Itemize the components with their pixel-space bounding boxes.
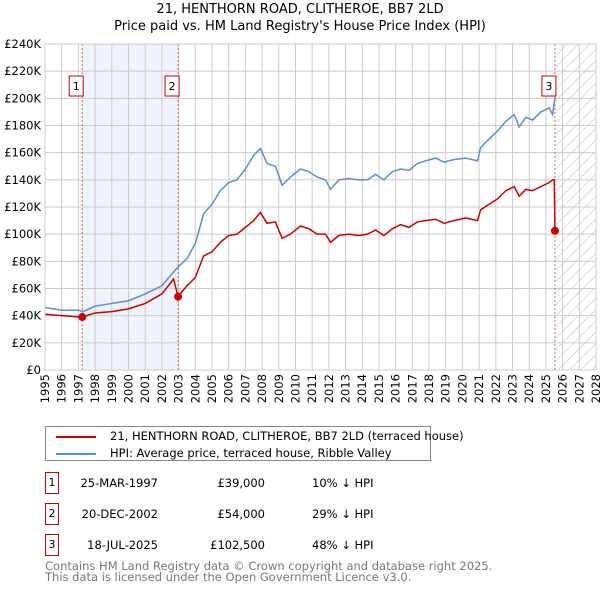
legend-item-hpi: HPI: Average price, terraced house, Ribb… [56,446,392,460]
y-tick-label: £140K [4,173,41,187]
x-tick-label: 2002 [155,374,169,403]
x-tick-label: 2018 [422,374,436,403]
y-tick-label: £180K [4,119,41,133]
legend-swatch [56,452,96,455]
x-tick-label: 2005 [205,374,219,403]
sale-badge-label: 1 [73,80,80,93]
y-tick-label: £220K [4,64,41,78]
x-tick-label: 2023 [506,374,520,403]
sale-hpi-diff: 48% ↓ HPI [312,538,374,552]
chart-title: 21, HENTHORN ROAD, CLITHEROE, BB7 2LD [156,2,444,17]
x-tick-label: 2014 [355,374,369,403]
x-tick-label: 2020 [455,374,469,403]
sale-point [550,226,559,235]
sale-badge [68,75,84,97]
x-tick-label: 2012 [322,374,336,403]
property-price-line [44,179,556,318]
x-tick-label: 1996 [55,374,69,403]
sale-date: 25-MAR-1997 [80,476,158,490]
x-tick-label: 2003 [172,374,186,403]
legend: 21, HENTHORN ROAD, CLITHEROE, BB7 2LD (t… [45,426,464,461]
sale-point [78,313,87,322]
x-tick-label: 2027 [572,374,586,403]
sale-date: 18-JUL-2025 [87,538,158,552]
x-tick-label: 2017 [405,374,419,403]
x-tick-label: 2011 [305,374,319,403]
x-tick-label: 1997 [71,374,85,403]
y-tick-label: £80K [12,254,42,268]
x-tick-label: 2015 [372,374,386,403]
sale-point [174,292,183,301]
legend-label: HPI: Average price, terraced house, Ribb… [110,446,392,460]
x-tick-label: 2024 [522,374,536,403]
x-tick-label: 2025 [539,374,553,403]
y-tick-label: £0 [26,363,41,377]
legend-swatch [56,435,96,438]
x-tick-label: 2006 [222,374,236,403]
x-tick-label: 1999 [105,374,119,403]
sale-price: £54,000 [217,507,265,521]
chart-subtitle: Price paid vs. HM Land Registry's House … [114,19,486,34]
hpi-line [44,96,556,313]
sale-row-badge: 2 [45,503,59,525]
x-tick-label: 2026 [556,374,570,403]
x-tick-label: 2028 [589,374,600,403]
y-tick-label: £240K [4,37,41,51]
sale-hpi-diff: 10% ↓ HPI [312,476,374,490]
x-tick-label: 2022 [489,374,503,403]
sale-date: 20-DEC-2002 [81,507,158,521]
legend-label: 21, HENTHORN ROAD, CLITHEROE, BB7 2LD (t… [110,429,464,443]
x-tick-label: 2021 [472,374,486,403]
legend-item-property: 21, HENTHORN ROAD, CLITHEROE, BB7 2LD (t… [56,429,464,443]
sale-price: £102,500 [210,538,265,552]
y-tick-label: £160K [4,146,41,160]
y-tick-label: £100K [4,227,41,241]
sale-price: £39,000 [217,476,265,490]
x-tick-label: 1998 [88,374,102,403]
x-tick-label: 2013 [339,374,353,403]
x-tick-label: 2019 [439,374,453,403]
plot-area: 1995 1996 1997 1998 1999 2000 2001 2002 2003 2004… [4,37,600,403]
x-tick-label: 2007 [238,374,252,403]
sale-hpi-diff: 29% ↓ HPI [312,507,374,521]
sale-badge-label: 3 [545,80,552,93]
y-tick-label: £60K [12,282,42,296]
x-tick-label: 2009 [272,374,286,403]
x-tick-label: 2001 [138,374,152,403]
plot-border [44,43,597,371]
x-tick-label: 2008 [255,374,269,403]
sale-badge [541,75,557,97]
y-tick-label: £20K [12,336,42,350]
x-tick-label: 2000 [121,374,135,403]
y-tick-label: £200K [4,91,41,105]
footer-line-2: This data is licensed under the Open Gov… [45,570,412,584]
y-tick-label: £120K [4,200,41,214]
sale-row-badge: 1 [45,472,59,494]
x-tick-label: 1995 [38,374,52,403]
x-tick-label: 2004 [188,374,202,403]
x-tick-label: 2016 [389,374,403,403]
y-tick-label: £40K [12,309,42,323]
x-tick-label: 2010 [288,374,302,403]
sale-badge-label: 2 [169,80,176,93]
sale-badge [164,75,180,97]
footer-line-1: Contains HM Land Registry data © Crown c… [45,559,493,573]
sale-row-badge: 3 [45,534,59,556]
